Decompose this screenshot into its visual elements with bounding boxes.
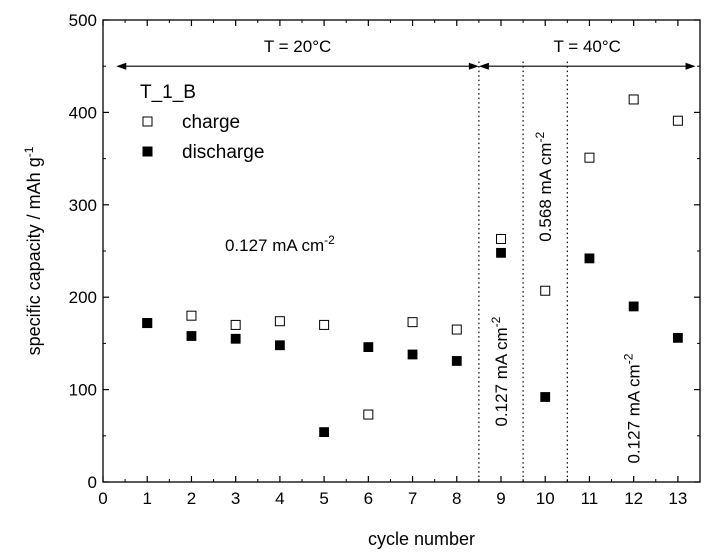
charge-point xyxy=(363,409,374,420)
x-tick-label: 7 xyxy=(408,489,417,508)
x-tick-label: 2 xyxy=(187,489,196,508)
arrow-head-right xyxy=(468,62,479,70)
discharge-point xyxy=(230,333,241,344)
current-density-label: 0.568 mA cm-2 xyxy=(533,132,555,242)
x-tick-label: 4 xyxy=(275,489,284,508)
discharge-point xyxy=(451,356,462,366)
discharge-point xyxy=(363,342,374,352)
y-tick-label: 0 xyxy=(88,473,97,492)
x-tick-label: 3 xyxy=(231,489,240,508)
current-density-label: 0.127 mA cm-2 xyxy=(622,353,644,463)
current-density-label: 0.127 mA cm-2 xyxy=(225,233,335,255)
discharge-point xyxy=(274,340,285,351)
y-axis-title: specific capacity / mAh g-1 xyxy=(22,146,44,355)
temperature-label: T = 20°C xyxy=(264,37,331,56)
discharge-point xyxy=(186,331,197,341)
axes: 0 1 2 3 4 5 6 7 8 9 10 11 12 130100200300400500cycle … xyxy=(22,11,701,549)
x-tick-label: 6 xyxy=(364,489,373,508)
discharge-point xyxy=(584,253,595,264)
current-density-label: 0.127 mA cm-2 xyxy=(489,316,511,426)
discharge-point xyxy=(319,427,330,438)
charge-point xyxy=(672,115,683,126)
y-tick-label: 300 xyxy=(69,196,97,215)
arrow-head-right xyxy=(685,62,696,70)
charge-point xyxy=(186,310,197,321)
y-tick-label: 200 xyxy=(69,288,97,307)
x-tick-label: 0 xyxy=(98,489,107,508)
legend-entry: charge xyxy=(182,112,240,133)
charge-point xyxy=(274,316,285,327)
temperature-label: T = 40°C xyxy=(554,37,621,56)
legend-marker-charge xyxy=(142,116,153,127)
discharge-point xyxy=(540,392,551,402)
legend-marker-discharge xyxy=(142,146,153,157)
discharge-point xyxy=(496,247,506,258)
y-tick-label: 100 xyxy=(69,381,97,400)
legend-title: T_1_B xyxy=(140,82,196,103)
points-layer xyxy=(142,94,683,438)
x-tick-label: 9 xyxy=(496,489,505,508)
charge-point xyxy=(584,152,595,163)
x-tick-label: 13 xyxy=(668,489,687,508)
plot-area: T = 20°C T = 40°C xyxy=(116,37,696,482)
discharge-point xyxy=(628,301,639,312)
charge-point xyxy=(407,317,418,328)
y-tick-label: 500 xyxy=(69,11,97,30)
discharge-point xyxy=(672,332,683,343)
charge-point xyxy=(496,233,506,244)
legend-entry: discharge xyxy=(182,142,264,163)
discharge-point xyxy=(142,318,153,328)
x-axis-title: cycle number xyxy=(368,529,475,549)
arrow-head-left xyxy=(116,62,127,70)
charge-point xyxy=(230,319,241,330)
x-tick-label: 8 xyxy=(452,489,461,508)
charge-point xyxy=(451,324,462,335)
x-tick-label: 1 xyxy=(142,489,151,508)
charge-point xyxy=(319,319,330,330)
charge-point xyxy=(540,285,551,296)
arrow-head-left xyxy=(478,62,489,70)
x-tick-label: 10 xyxy=(536,489,555,508)
discharge-point xyxy=(407,349,418,360)
charge-point xyxy=(628,94,639,105)
y-tick-label: 400 xyxy=(69,103,97,122)
x-tick-label: 11 xyxy=(581,489,599,508)
x-tick-label: 12 xyxy=(624,489,643,508)
annotations-layer: 0.127 mA cm-2 0.127 mA cm-2 0.568 mA cm-2 0… xyxy=(225,132,644,464)
x-tick-label: 5 xyxy=(319,489,328,508)
